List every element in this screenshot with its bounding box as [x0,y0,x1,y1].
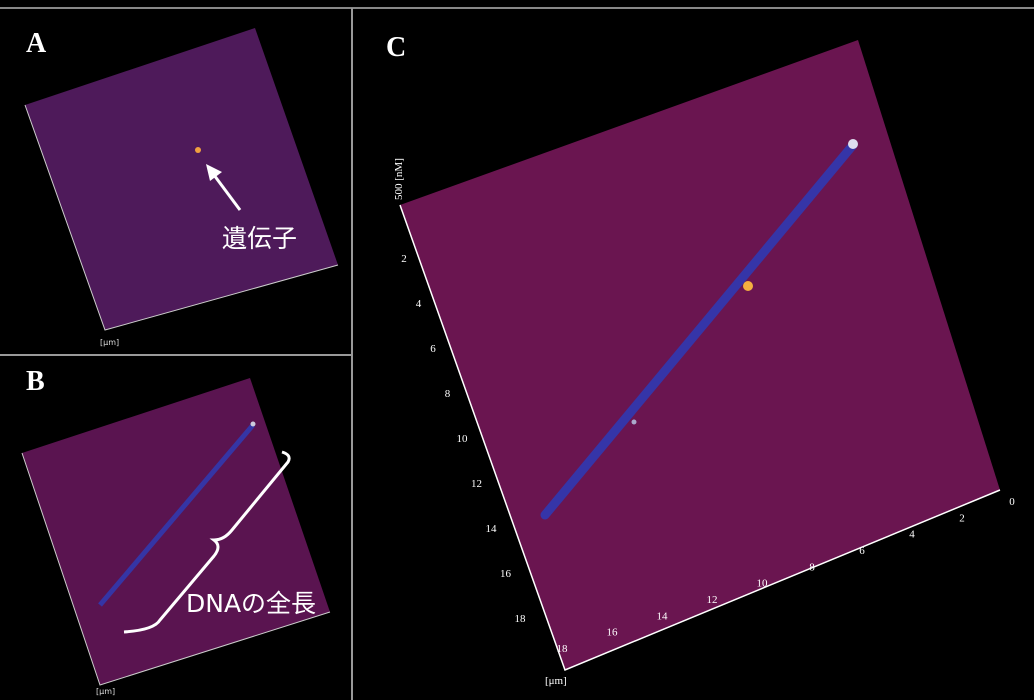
unit-label: [μm] [96,687,115,696]
gene-spot [195,147,201,153]
left-tick-label: 2 [401,253,407,265]
gene-spot [743,281,753,291]
annotation: 遺伝子 [222,224,297,253]
bottom-tick-label: 14 [657,610,669,622]
panel-label: B [26,366,45,397]
figure: A 遺伝子 [μm] DNAの全長 B [μm] C 500 [nM] [μm]… [0,0,1034,700]
annotation: DNAの全長 [186,589,316,618]
unit-label: [μm] [545,675,567,687]
bottom-tick-label: 8 [809,561,815,573]
left-tick-label: 16 [500,568,512,580]
bottom-tick-label: 16 [607,627,619,639]
unit-label: [μm] [100,338,119,347]
left-tick-label: 4 [416,298,422,310]
left-tick-label: 8 [445,388,451,400]
dna-spot [632,420,637,425]
left-tick-label: 14 [486,523,498,535]
bottom-tick-label: 18 [557,643,569,655]
bottom-tick-label: 2 [959,512,965,524]
dna-end [848,139,858,149]
bottom-tick-label: 6 [859,545,865,557]
bottom-tick-label: 12 [707,594,718,606]
left-tick-label: 10 [457,433,469,445]
z-axis-label: 500 [nM] [393,158,405,200]
dna-end [251,422,256,427]
left-tick-label: 12 [471,478,482,490]
panel-label: A [26,28,47,59]
left-tick-label: 6 [430,343,436,355]
bottom-tick-label: 10 [757,578,769,590]
bottom-tick-label: 0 [1009,496,1015,508]
bottom-tick-label: 4 [909,529,915,541]
left-tick-label: 18 [515,613,527,625]
panel-label: C [386,32,406,63]
